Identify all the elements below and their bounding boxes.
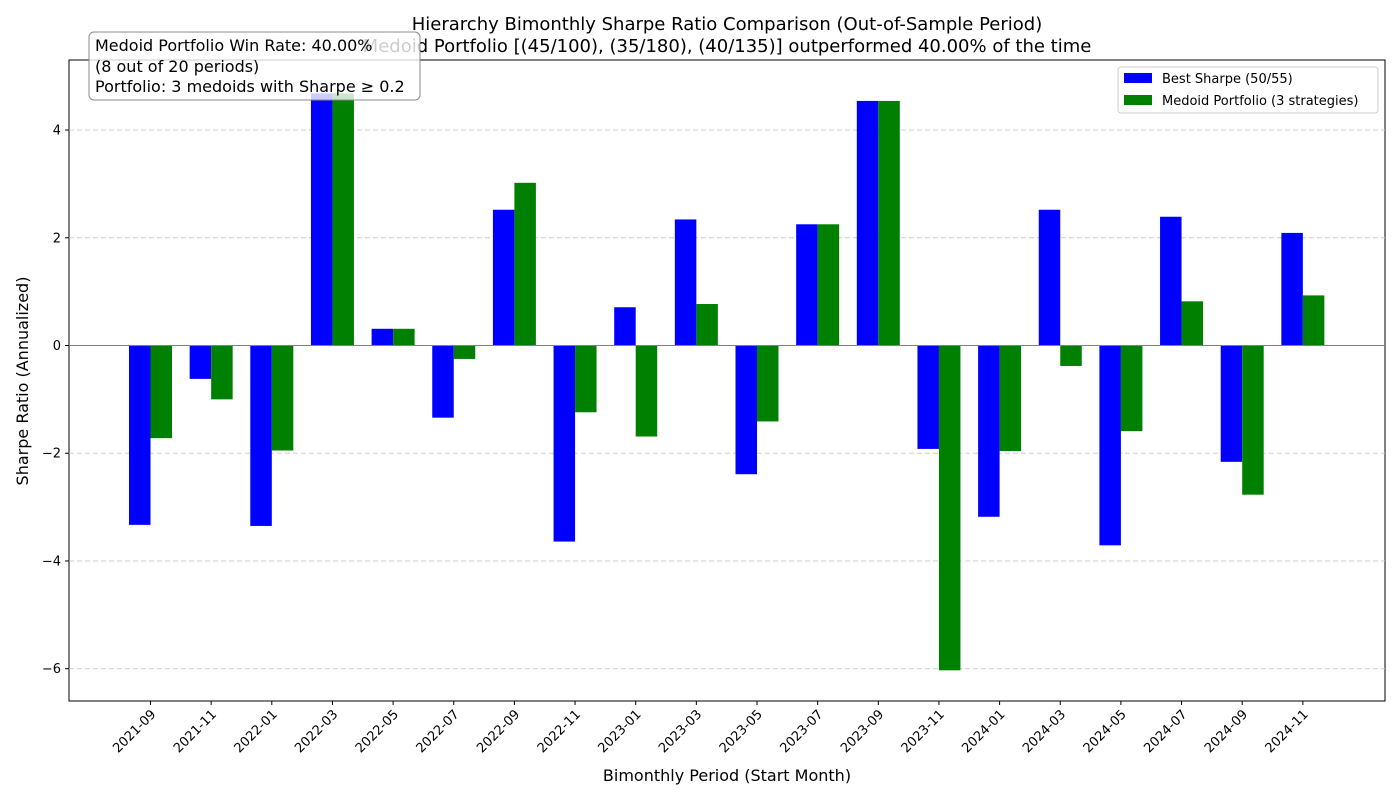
annotation-line-periods: (8 out of 20 periods) (95, 57, 259, 76)
legend-label-best-sharpe: Best Sharpe (50/55) (1162, 72, 1293, 87)
bar-medoid-portfolio-2024-03 (1060, 345, 1082, 366)
bar-medoid-portfolio-2023-01 (635, 345, 658, 437)
x-tick-label: 2022-03 (292, 707, 341, 756)
x-tick-label: 2024-03 (1020, 707, 1069, 756)
x-tick-label: 2022-01 (232, 707, 281, 756)
bar-best-sharpe-2022-07 (432, 345, 454, 418)
legend: Best Sharpe (50/55) Medoid Portfolio (3 … (1117, 66, 1379, 114)
bar-medoid-portfolio-2022-07 (453, 345, 476, 359)
bar-medoid-portfolio-2024-09 (1242, 345, 1264, 495)
bar-medoid-portfolio-2023-11 (938, 345, 961, 671)
bar-medoid-portfolio-2022-11 (575, 345, 597, 413)
x-tick-label: 2024-05 (1081, 707, 1130, 756)
x-tick-label: 2022-07 (414, 707, 463, 756)
bar-best-sharpe-2023-09 (856, 100, 879, 346)
y-tick-label: −4 (42, 554, 61, 569)
annotation-line-portfolio: Portfolio: 3 medoids with Sharpe ≥ 0.2 (95, 77, 405, 96)
bar-best-sharpe-2024-05 (1099, 345, 1121, 546)
x-tick-label: 2023-05 (717, 707, 766, 756)
bar-medoid-portfolio-2024-07 (1181, 301, 1204, 346)
annotation-line-win-rate: Medoid Portfolio Win Rate: 40.00% (95, 36, 373, 55)
x-tick-label: 2024-01 (959, 707, 1008, 756)
chart-subtitle: Medoid Portfolio [(45/100), (35/180), (4… (363, 36, 1092, 57)
y-tick-label: 2 (53, 231, 61, 246)
bar-best-sharpe-2023-05 (735, 345, 757, 475)
bar-medoid-portfolio-2022-05 (393, 328, 415, 346)
bar-best-sharpe-2023-07 (796, 224, 818, 346)
bar-medoid-portfolio-2024-11 (1302, 295, 1325, 346)
bar-best-sharpe-2021-11 (189, 345, 212, 379)
bar-best-sharpe-2022-05 (371, 328, 394, 346)
chart-title: Hierarchy Bimonthly Sharpe Ratio Compari… (412, 14, 1043, 35)
bar-medoid-portfolio-2022-09 (514, 182, 536, 346)
x-tick-label: 2023-03 (656, 707, 705, 756)
x-tick-label: 2021-11 (171, 707, 220, 756)
x-tick-label: 2023-11 (899, 707, 948, 756)
y-axis-label: Sharpe Ratio (Annualized) (13, 277, 32, 486)
bar-medoid-portfolio-2022-03 (332, 93, 354, 346)
x-tick-label: 2024-07 (1141, 707, 1190, 756)
bar-medoid-portfolio-2021-11 (211, 345, 233, 400)
legend-box (1117, 66, 1379, 114)
x-tick-label: 2024-09 (1202, 707, 1251, 756)
bar-medoid-portfolio-2023-07 (817, 224, 840, 346)
annotation-box (88, 31, 421, 101)
bar-best-sharpe-2023-01 (614, 307, 636, 346)
legend-swatch-best-sharpe (1124, 73, 1152, 83)
bar-best-sharpe-2024-03 (1038, 209, 1061, 346)
legend-swatch-medoid-portfolio (1124, 95, 1152, 105)
bar-medoid-portfolio-2024-05 (1120, 345, 1143, 432)
bar-best-sharpe-2024-09 (1220, 345, 1243, 462)
bar-medoid-portfolio-2023-03 (696, 304, 718, 346)
x-axis-ticks: 2021-09 2021-11 2022-01 2022-03 2022-05 2022-… (110, 701, 1312, 756)
x-axis-label: Bimonthly Period (Start Month) (603, 766, 851, 785)
y-tick-label: 4 (53, 124, 61, 139)
x-tick-label: 2023-09 (838, 707, 887, 756)
bar-medoid-portfolio-2023-05 (757, 345, 779, 422)
bar-medoid-portfolio-2021-09 (150, 345, 172, 439)
bar-best-sharpe-2024-01 (978, 345, 1000, 517)
bar-best-sharpe-2022-11 (553, 345, 576, 542)
bar-best-sharpe-2023-03 (674, 219, 697, 346)
y-tick-label: −2 (42, 447, 61, 462)
y-axis-ticks: −6 −4 −2 0 2 4 (42, 124, 69, 677)
bar-best-sharpe-2022-01 (250, 345, 272, 526)
x-tick-label: 2022-05 (353, 707, 402, 756)
legend-label-medoid-portfolio: Medoid Portfolio (3 strategies) (1162, 94, 1359, 109)
bar-medoid-portfolio-2023-09 (878, 100, 900, 346)
x-tick-label: 2022-11 (535, 707, 584, 756)
plot-area (68, 59, 1386, 702)
bar-best-sharpe-2021-09 (129, 345, 151, 525)
x-tick-label: 2022-09 (474, 707, 523, 756)
y-tick-label: 0 (53, 339, 61, 354)
bar-best-sharpe-2024-07 (1160, 216, 1182, 346)
bar-best-sharpe-2022-03 (310, 93, 333, 346)
win-rate-annotation: Medoid Portfolio Win Rate: 40.00% (8 out… (88, 31, 421, 101)
bar-medoid-portfolio-2022-01 (271, 345, 294, 451)
bar-best-sharpe-2022-09 (492, 209, 515, 346)
x-tick-label: 2023-07 (777, 707, 826, 756)
bar-medoid-portfolio-2024-01 (999, 345, 1022, 452)
x-tick-label: 2023-01 (596, 707, 645, 756)
x-tick-label: 2024-11 (1263, 707, 1312, 756)
x-tick-label: 2021-09 (110, 707, 159, 756)
bar-best-sharpe-2024-11 (1281, 232, 1303, 346)
bar-best-sharpe-2023-11 (917, 345, 939, 449)
bars (129, 93, 1325, 671)
y-tick-label: −6 (42, 662, 61, 677)
